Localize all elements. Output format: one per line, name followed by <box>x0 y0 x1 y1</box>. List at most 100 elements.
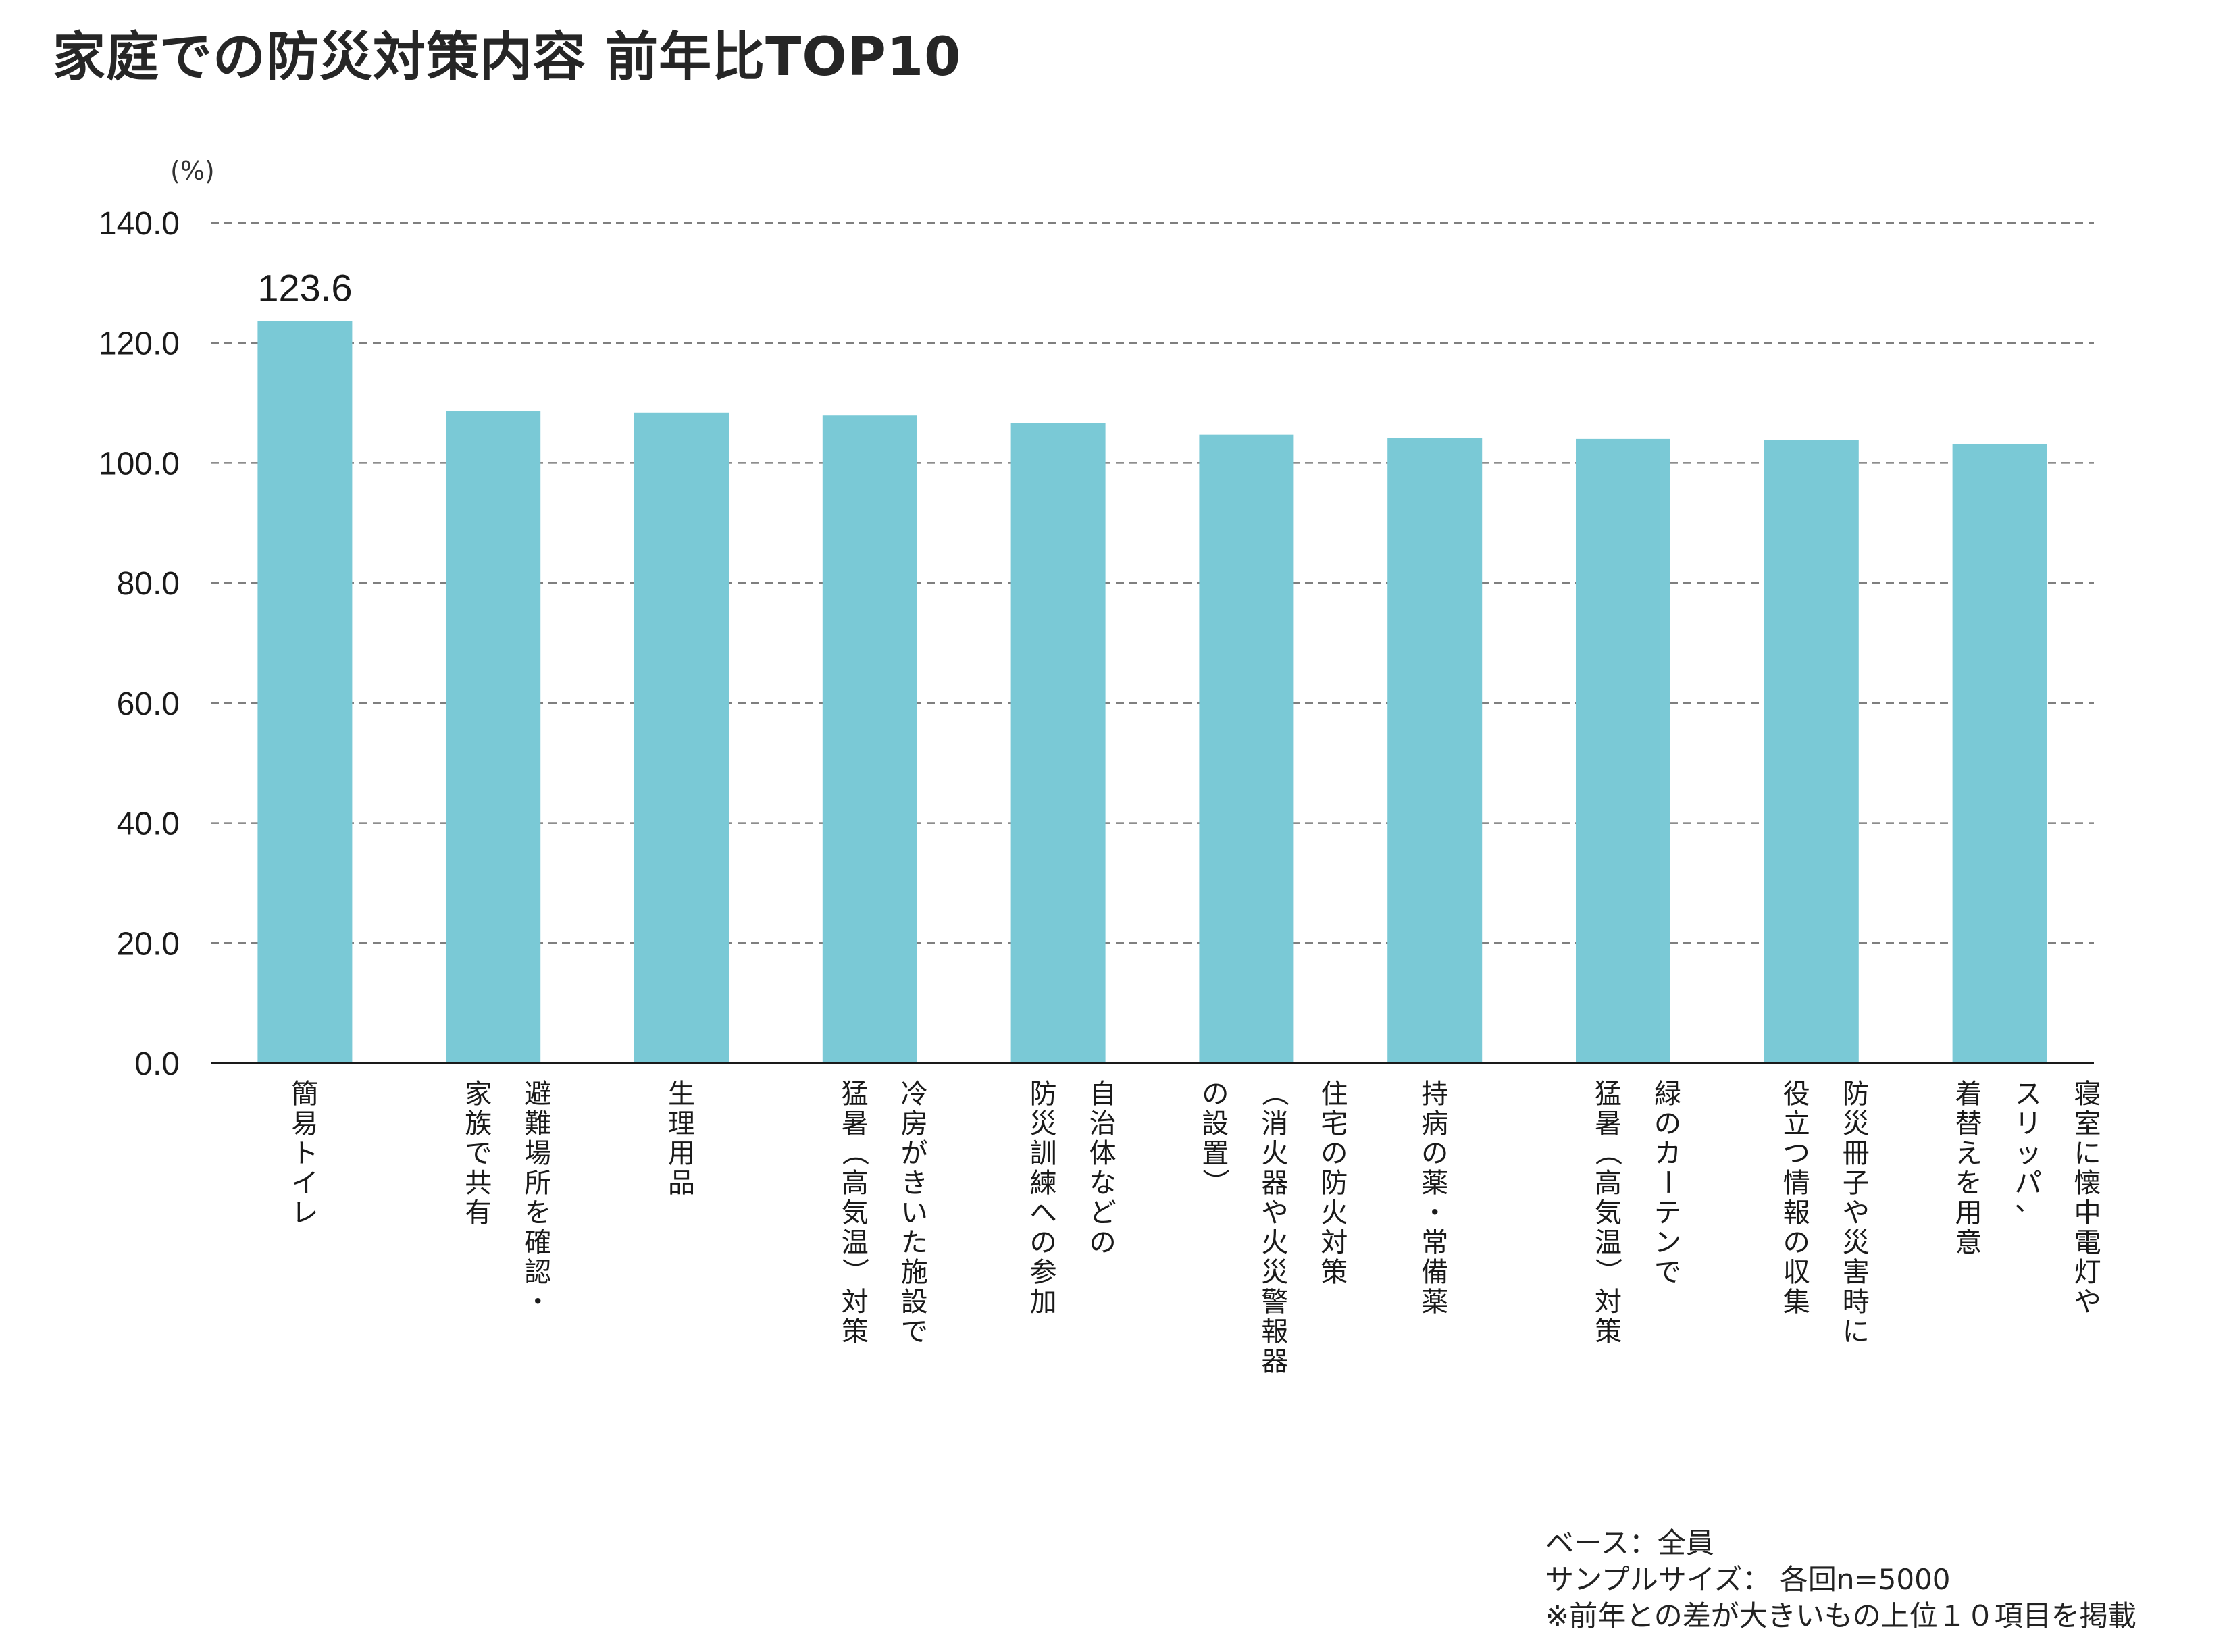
category-char: 設 <box>901 1287 928 1318</box>
category-char: 共 <box>465 1168 492 1199</box>
y-tick-label: 60.0 <box>117 686 180 722</box>
category-char: 難 <box>524 1108 551 1139</box>
category-char: 防 <box>1030 1079 1057 1110</box>
category-char: 意 <box>1955 1227 1982 1258</box>
category-char: に <box>2074 1138 2101 1169</box>
category-char: 薬 <box>1421 1287 1448 1318</box>
y-tick-label: 80.0 <box>117 566 180 602</box>
category-char: 認 <box>524 1257 551 1288</box>
category-char: が <box>901 1138 928 1169</box>
bars <box>257 321 2047 1063</box>
category-char: ど <box>1090 1197 1117 1229</box>
category-char: の <box>1030 1227 1057 1258</box>
y-tick-label: 40.0 <box>117 806 180 842</box>
category-char: 、 <box>2015 1186 2042 1217</box>
category-char: 宅 <box>1321 1108 1348 1139</box>
category-char: の <box>1421 1138 1448 1169</box>
category-char: 器 <box>1261 1346 1288 1377</box>
category-char: つ <box>1783 1138 1810 1169</box>
y-tick-label: 140.0 <box>99 206 180 242</box>
category-char: 薬 <box>1421 1168 1448 1199</box>
category-char: 火 <box>1321 1197 1348 1229</box>
category-char: 用 <box>1955 1197 1982 1229</box>
category-char: カ <box>1654 1138 1681 1169</box>
bar <box>1952 443 2047 1063</box>
bar <box>1764 440 1859 1063</box>
category-char: 猛 <box>1595 1079 1622 1110</box>
category-char: 理 <box>668 1108 695 1139</box>
category-char: 害 <box>1843 1257 1870 1288</box>
category-char: 参 <box>1030 1257 1057 1288</box>
category-char: 暑 <box>842 1108 869 1139</box>
category-char: ） <box>1199 1168 1230 1195</box>
category-char: 猛 <box>842 1079 869 1110</box>
category-char: パ <box>2015 1168 2042 1199</box>
y-tick-label: 120.0 <box>99 326 180 362</box>
bar <box>822 415 917 1063</box>
category-char: 緑 <box>1654 1079 1681 1110</box>
category-char: イ <box>291 1168 318 1199</box>
category-char: で <box>901 1316 928 1347</box>
category-char: 設 <box>1202 1108 1229 1139</box>
category-char: 器 <box>1261 1168 1288 1199</box>
category-char: 子 <box>1843 1168 1870 1199</box>
category-char: 訓 <box>1030 1138 1057 1169</box>
footnote-note: ※前年との差が大きいもの上位１０項目を掲載 <box>1545 1599 2136 1632</box>
category-char: 病 <box>1421 1108 1448 1139</box>
footnote-sample-size: サンプルサイズ： 各回n=5000 <box>1545 1563 1951 1596</box>
category-char: 族 <box>465 1108 492 1139</box>
category-char: （ <box>1258 1079 1289 1106</box>
bar <box>1576 438 1670 1063</box>
category-char: 房 <box>901 1108 928 1139</box>
category-char: 収 <box>1783 1257 1810 1288</box>
category-char: ス <box>2015 1079 2042 1110</box>
category-char: え <box>1955 1138 1982 1169</box>
category-char: 中 <box>2074 1197 2101 1229</box>
category-char: 集 <box>1783 1287 1810 1318</box>
category-char: 火 <box>1261 1227 1288 1258</box>
category-char: 有 <box>465 1197 492 1229</box>
category-char: 消 <box>1261 1108 1288 1139</box>
bar <box>1010 423 1106 1063</box>
category-char: 避 <box>524 1079 551 1110</box>
category-char: 場 <box>524 1138 551 1169</box>
category-char: 家 <box>465 1079 492 1110</box>
category-char: き <box>901 1168 928 1199</box>
category-char: ） <box>1592 1258 1623 1285</box>
category-char: い <box>901 1197 928 1229</box>
y-tick-label: 100.0 <box>99 446 180 482</box>
category-char: 着 <box>1955 1079 1982 1110</box>
category-char: 警 <box>1261 1287 1288 1318</box>
category-char: や <box>1843 1197 1870 1229</box>
category-char: 立 <box>1783 1108 1810 1139</box>
category-char: 防 <box>1843 1079 1870 1110</box>
category-char: 防 <box>1321 1168 1348 1199</box>
data-labels: 123.6 <box>257 267 352 309</box>
category-char: 自 <box>1090 1079 1117 1110</box>
category-char: の <box>1654 1108 1681 1139</box>
category-char: 高 <box>842 1168 869 1199</box>
category-char: 災 <box>1843 1227 1870 1258</box>
category-char: （ <box>1592 1139 1623 1166</box>
category-char: 懐 <box>2074 1168 2101 1199</box>
category-char: で <box>1654 1257 1681 1288</box>
category-char: へ <box>1030 1197 1057 1229</box>
category-char: （ <box>839 1139 870 1166</box>
category-char: 治 <box>1090 1108 1117 1139</box>
category-char: 品 <box>668 1168 695 1199</box>
category-char: 温 <box>1595 1227 1622 1258</box>
category-char: や <box>1261 1197 1288 1229</box>
category-char: ・ <box>1421 1197 1448 1229</box>
y-tick-label: 0.0 <box>134 1046 180 1082</box>
chart-title: 家庭での防災対策内容 前年比TOP10 <box>53 27 962 88</box>
category-char: を <box>524 1197 551 1229</box>
category-char: 持 <box>1421 1079 1448 1110</box>
bar <box>634 412 729 1063</box>
